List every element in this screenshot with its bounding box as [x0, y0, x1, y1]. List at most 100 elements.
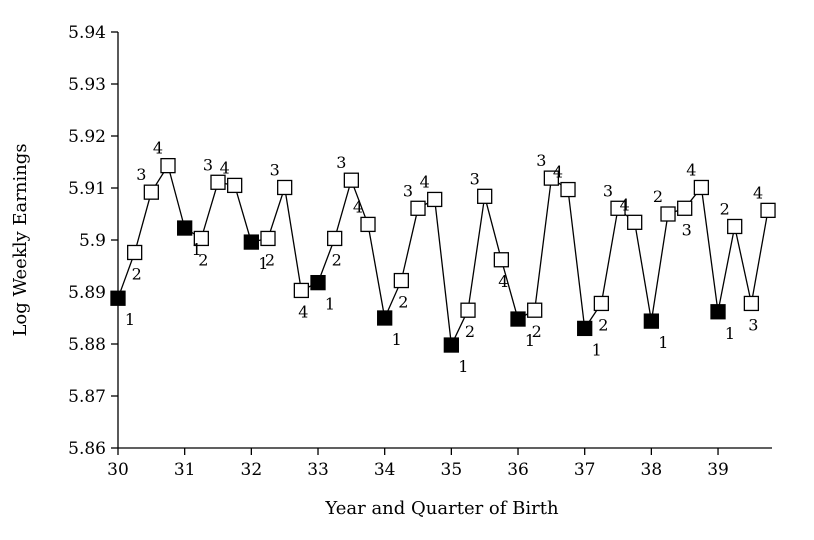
quarter-label: 3 — [336, 153, 346, 172]
data-point — [260, 230, 276, 247]
quarter-label: 1 — [658, 333, 668, 352]
quarter-label: 3 — [470, 169, 480, 188]
quarter-label: 3 — [603, 181, 613, 200]
data-point — [360, 216, 376, 233]
data-point — [377, 310, 393, 326]
quarter-label: 4 — [686, 160, 696, 179]
data-point — [427, 191, 443, 208]
x-tick-label: 31 — [174, 460, 196, 480]
data-point — [627, 214, 643, 230]
data-point — [760, 202, 776, 219]
data-point — [660, 206, 676, 222]
data-point — [677, 200, 693, 216]
x-tick-label: 36 — [507, 460, 529, 480]
y-tick-label: 5.87 — [68, 387, 106, 407]
earnings-series — [117, 163, 769, 348]
quarter-label: 4 — [298, 302, 308, 321]
quarter-label: 2 — [198, 250, 208, 269]
quarter-label: 1 — [592, 340, 602, 359]
quarter-label: 4 — [220, 158, 230, 177]
x-tick-label: 37 — [574, 460, 596, 480]
data-point — [727, 218, 743, 235]
data-points — [110, 157, 776, 353]
data-point — [327, 230, 343, 247]
data-point — [160, 157, 176, 174]
quarter-label: 4 — [153, 139, 163, 158]
quarter-label: 2 — [398, 293, 408, 312]
data-point — [210, 174, 226, 190]
quarter-label: 2 — [265, 250, 275, 269]
quarter-label: 2 — [598, 315, 608, 334]
data-point — [743, 295, 760, 312]
quarter-label: 3 — [136, 165, 146, 184]
quarter-label: 1 — [458, 357, 468, 376]
quarter-label: 2 — [653, 187, 663, 206]
data-point — [593, 295, 610, 312]
quarter-label: 4 — [620, 195, 630, 214]
quarter-label: 2 — [465, 322, 475, 341]
data-point — [177, 220, 193, 236]
data-point — [243, 234, 259, 250]
x-tick-label: 39 — [707, 460, 729, 480]
x-tick-label: 33 — [307, 460, 329, 480]
data-point — [643, 313, 660, 329]
data-point — [577, 320, 593, 337]
data-point — [443, 337, 460, 353]
y-axis-title: Log Weekly Earnings — [10, 143, 31, 336]
x-tick-label: 32 — [241, 460, 263, 480]
data-point — [527, 302, 543, 318]
quarter-label: 2 — [132, 264, 142, 283]
x-axis-title: Year and Quarter of Birth — [324, 498, 559, 519]
data-point — [127, 244, 143, 261]
data-point — [227, 177, 243, 194]
series-line — [117, 163, 769, 348]
quarter-label: 1 — [525, 331, 535, 350]
x-tick-label: 34 — [374, 460, 396, 480]
quarter-label: 4 — [420, 172, 430, 191]
quarter-label: 1 — [258, 254, 268, 273]
quarter-label: 2 — [532, 322, 542, 341]
quarter-label: 4 — [553, 163, 563, 182]
data-point — [410, 200, 426, 216]
quarter-label: 3 — [270, 160, 280, 179]
quarter-label: 2 — [332, 250, 342, 269]
quarter-label: 4 — [353, 197, 363, 216]
y-tick-label: 5.94 — [68, 23, 106, 43]
quarter-label: 2 — [720, 199, 730, 218]
quarter-label: 1 — [325, 295, 335, 314]
x-tick-label: 30 — [107, 460, 129, 480]
y-tick-label: 5.91 — [68, 179, 106, 199]
quarter-label: 1 — [725, 324, 735, 343]
quarter-label: 3 — [748, 315, 758, 334]
data-point — [477, 188, 493, 204]
x-tick-label: 35 — [441, 460, 463, 480]
quarter-label: 3 — [403, 181, 413, 200]
data-point — [110, 290, 126, 306]
data-point — [710, 304, 726, 320]
data-point — [693, 179, 710, 196]
y-tick-label: 5.92 — [68, 127, 106, 147]
y-tick-label: 5.88 — [68, 335, 106, 355]
data-point — [143, 184, 159, 200]
quarter-label: 4 — [753, 183, 763, 202]
data-point — [493, 252, 510, 268]
data-point — [343, 172, 359, 188]
quarter-label: 3 — [203, 155, 213, 174]
y-tick-label: 5.86 — [68, 439, 106, 459]
data-point — [310, 274, 326, 291]
quarter-label: 1 — [392, 330, 402, 349]
quarter-label: 3 — [682, 220, 692, 239]
data-point — [193, 230, 209, 247]
quarter-label: 1 — [192, 240, 202, 259]
y-tick-label: 5.89 — [68, 283, 106, 303]
data-point — [277, 179, 293, 196]
data-point — [393, 272, 409, 289]
y-tick-label: 5.93 — [68, 75, 106, 95]
quarter-label: 4 — [498, 272, 508, 291]
quarter-label: 3 — [536, 151, 546, 170]
x-axis: 30 31 32 33 34 35 36 37 38 39 — [107, 447, 772, 480]
quarter-label: 1 — [125, 310, 135, 329]
y-tick-label: 5.9 — [79, 231, 106, 251]
